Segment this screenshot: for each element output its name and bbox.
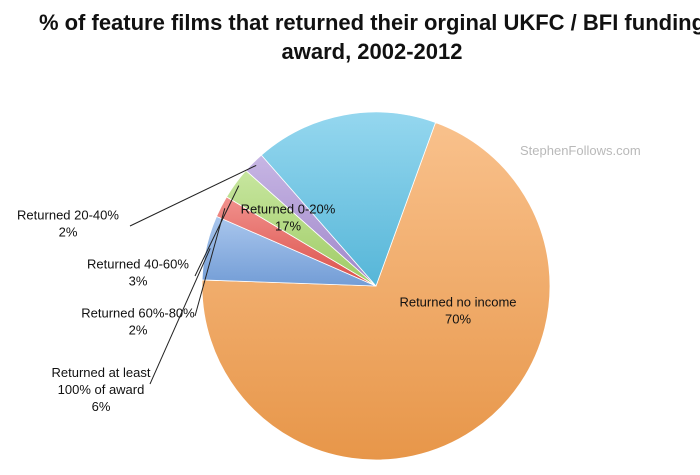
- slice-label: 6%: [92, 399, 111, 414]
- slice-label: Returned at least: [51, 365, 150, 380]
- watermark: StephenFollows.com: [520, 143, 641, 158]
- slice-label: 100% of award: [58, 382, 145, 397]
- slice-label: 3%: [129, 274, 148, 289]
- slice-labels: Returned no income 70% Returned at least 10…: [17, 202, 516, 415]
- chart-title-line-2: award, 2002-2012: [281, 39, 462, 64]
- pie-slices: [201, 111, 551, 461]
- leader-line: [149, 248, 211, 385]
- leader-line: [194, 185, 240, 277]
- slice-label: Returned 0-20%: [241, 202, 336, 217]
- leader-line: [129, 164, 257, 227]
- slice-label: 2%: [59, 225, 78, 240]
- slice-label: Returned 60%-80%: [81, 306, 195, 321]
- slice-label: 17%: [275, 219, 301, 234]
- pie-slice: [201, 121, 551, 461]
- slice-label: 2%: [129, 323, 148, 338]
- pie-slice: [260, 111, 437, 287]
- slice-label: 70%: [445, 312, 471, 327]
- leader-line: [194, 208, 226, 317]
- leader-lines: [129, 164, 257, 385]
- slice-label: Returned no income: [399, 295, 516, 310]
- slice-label: Returned 40-60%: [87, 257, 189, 272]
- chart-title-line-1: % of feature films that returned their o…: [39, 10, 700, 35]
- slice-label: Returned 20-40%: [17, 208, 119, 223]
